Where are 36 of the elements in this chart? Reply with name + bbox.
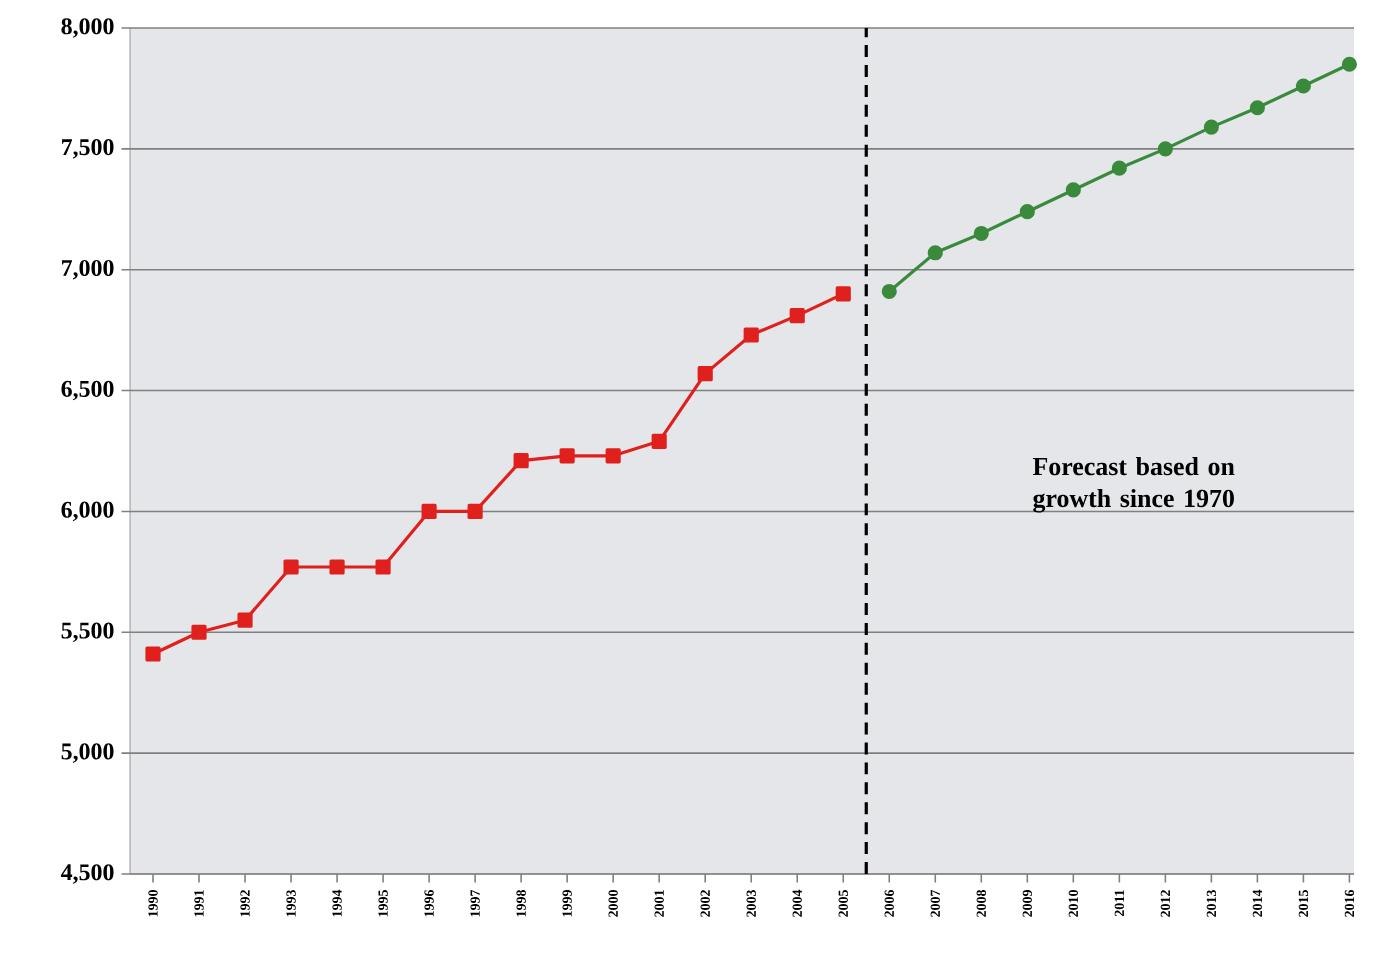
point [651, 433, 667, 449]
y-tick-label: 5,500 [61, 622, 114, 643]
point [697, 366, 713, 382]
point [1249, 100, 1265, 116]
point [145, 646, 161, 662]
point [973, 225, 989, 242]
point [375, 559, 391, 575]
y-tick-label: 6,000 [61, 501, 114, 522]
point [1111, 160, 1127, 176]
point [835, 286, 851, 302]
point [329, 559, 345, 575]
point [421, 503, 437, 520]
point [283, 559, 299, 575]
annotation: Forecast based on growth since 1970 [1032, 457, 1235, 513]
point [1019, 204, 1035, 220]
point [1157, 141, 1173, 157]
y-tick-label: 7,500 [62, 139, 114, 159]
point [467, 503, 483, 520]
point [789, 308, 805, 324]
point [237, 612, 253, 628]
point [513, 453, 529, 469]
point [1065, 182, 1081, 198]
point [605, 448, 621, 464]
point [191, 624, 207, 640]
point [927, 245, 943, 261]
y-tick-label: 4,500 [60, 864, 114, 884]
y-tick-label: 6,500 [61, 380, 114, 401]
point [881, 283, 897, 300]
point [743, 327, 759, 343]
point [559, 448, 575, 464]
y-tick-label: 8,000 [61, 18, 114, 38]
y-tick-label: 5,000 [61, 743, 114, 763]
point [1203, 119, 1219, 135]
point [1341, 56, 1357, 72]
y-tick-label: 7,000 [62, 259, 114, 280]
point [1295, 78, 1311, 94]
